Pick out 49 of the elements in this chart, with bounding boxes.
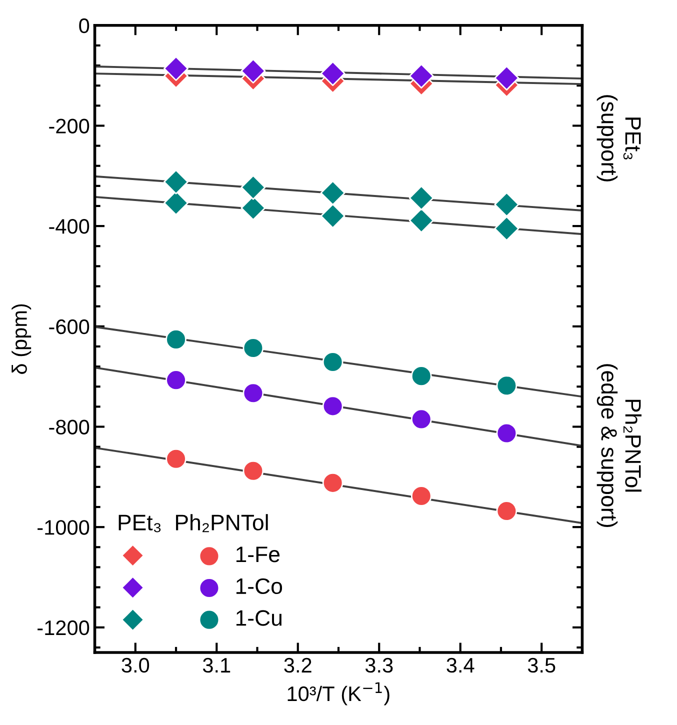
point [496,375,518,396]
point [494,216,520,242]
text: Ph₂PNTol (edge & support) [596,364,642,527]
x-tick-label: 3.4 [446,658,474,673]
x-axis-title: 10³/T (K$^{−1}$) [288,682,390,706]
y-tick-label: -800 [49,420,90,434]
x-tick-label: 3.5 [528,658,556,673]
point [166,370,186,390]
y-tick-label: -600 [49,319,90,334]
text: PEt₃ (support) [596,95,641,182]
x-tick-label: 3.2 [284,658,312,673]
x-tick-label: 3.3 [365,658,393,673]
point [164,56,188,81]
point [242,382,264,404]
point [320,180,346,206]
point [410,486,432,506]
y-tick-label: 0 [79,18,90,34]
x-tick-label: 3.1 [202,658,230,673]
point [242,338,264,358]
point [320,204,346,228]
point [494,66,520,91]
point [408,64,434,89]
legend-label: 1-Cu [236,610,282,626]
y-tick-label: -1000 [38,520,90,535]
point [240,174,266,200]
point [408,185,434,210]
point [408,208,434,234]
point [322,472,344,494]
point [320,61,346,86]
point [322,352,344,372]
y-axis-title: δ (ppm) [12,304,32,374]
y-tick-label: -1200 [38,620,90,636]
point [410,408,432,430]
point [164,169,188,194]
point [494,192,520,217]
legend-label: 1-Co [236,578,282,594]
legend-label: 1-Fe [236,546,280,562]
point [240,58,266,84]
point [166,448,186,470]
point [166,329,186,350]
point [496,500,518,522]
point [496,422,518,444]
y-tick-label: -400 [49,219,90,234]
x-tick-label: 3.0 [122,658,150,673]
legend-title: PEt₃ Ph₂PNTol [118,514,268,532]
y-tick-label: -200 [49,118,90,134]
point [410,366,432,386]
point [242,460,264,482]
point [322,396,344,417]
